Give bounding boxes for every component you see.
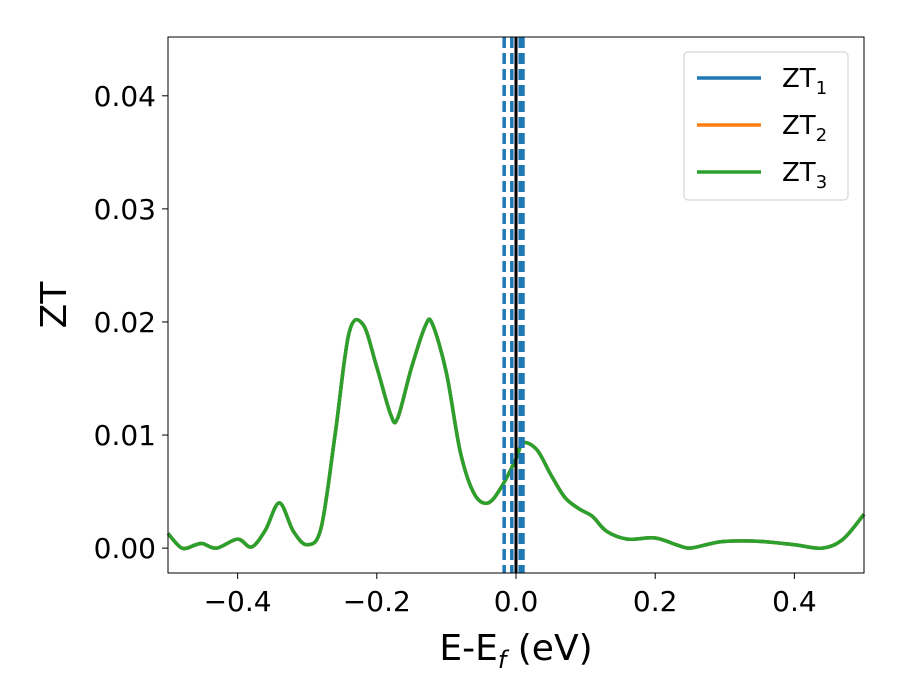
legend-items: ZT1 ZT2 ZT3 (697, 64, 827, 193)
y-axis-title: ZT (34, 281, 75, 329)
series-line-zt3 (166, 317, 866, 551)
y-tick-label: 0.01 (94, 419, 156, 452)
x-tick-label: 0.4 (772, 585, 817, 618)
legend-box (683, 51, 849, 201)
legend-label-zt1: ZT1 (782, 64, 827, 99)
y-tick-label: 0.03 (94, 193, 156, 226)
y-tick-label: 0.04 (94, 80, 156, 113)
x-tick-label: 0.2 (633, 585, 678, 618)
x-axis-title-unit: (eV) (506, 628, 592, 669)
fermi-level-markers (502, 37, 525, 573)
y-tick-label: 0.00 (94, 532, 156, 565)
x-tick-label: −0.2 (343, 585, 411, 618)
legend: ZT1 ZT2 ZT3 (683, 51, 849, 201)
x-tick-label: 0.0 (494, 585, 539, 618)
x-tick-label: −0.4 (204, 585, 272, 618)
x-axis-ticks: −0.4 −0.2 0.0 0.2 0.4 (204, 573, 817, 618)
y-tick-label: 0.02 (94, 306, 156, 339)
plot-area (166, 36, 866, 574)
x-axis-title: E-Ef (eV) (439, 628, 592, 674)
legend-label-zt2: ZT2 (782, 111, 827, 146)
y-axis-ticks: 0.00 0.01 0.02 0.03 0.04 (94, 80, 168, 565)
series-lines (166, 317, 866, 551)
legend-label-zt3: ZT3 (782, 158, 827, 193)
